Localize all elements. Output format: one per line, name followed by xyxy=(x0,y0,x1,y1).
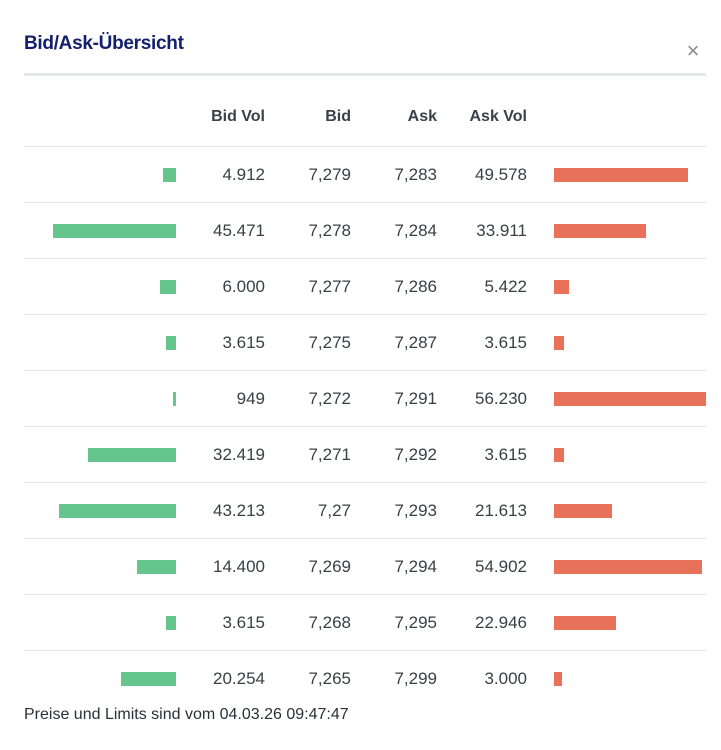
ask-volume-cell: 56.230 xyxy=(475,389,527,408)
bid-volume-bar xyxy=(53,224,176,238)
ask-volume-bar xyxy=(554,448,564,462)
dialog-title: Bid/Ask-Übersicht xyxy=(24,33,184,54)
ask-price-cell: 7,291 xyxy=(394,389,437,408)
table-header: Bid Vol Bid Ask Ask Vol xyxy=(24,91,706,147)
header-ask-vol: Ask Vol xyxy=(469,108,528,125)
bid-volume-bar xyxy=(166,336,176,350)
bid-volume-cell: 43.213 xyxy=(213,501,265,520)
ask-price-cell: 7,294 xyxy=(394,557,437,576)
bid-volume-bar xyxy=(173,392,176,406)
bid-volume-bar xyxy=(163,168,176,182)
table-body: 4.912 7,279 7,283 49.578 45.471 7,278 7,284 33.… xyxy=(24,147,706,706)
ask-volume-bar xyxy=(554,616,616,630)
ask-volume-cell: 49.578 xyxy=(475,165,527,184)
bid-price-cell: 7,269 xyxy=(308,557,351,576)
ask-price-cell: 7,292 xyxy=(394,445,437,464)
ask-volume-bar xyxy=(554,392,706,406)
ask-volume-cell: 3.000 xyxy=(484,669,527,688)
bid-volume-cell: 3.615 xyxy=(222,333,265,352)
order-book-table: Bid Vol Bid Ask Ask Vol 4.912 7,279 7,283 4… xyxy=(24,91,706,706)
bid-volume-cell: 14.400 xyxy=(213,557,265,576)
ask-price-cell: 7,287 xyxy=(394,333,437,352)
table-row: 14.400 7,269 7,294 54.902 xyxy=(24,539,706,595)
ask-volume-cell: 54.902 xyxy=(475,557,527,576)
table-row: 43.213 7,27 7,293 21.613 xyxy=(24,483,706,539)
ask-price-cell: 7,295 xyxy=(394,613,437,632)
ask-volume-cell: 5.422 xyxy=(484,277,527,296)
ask-volume-bar xyxy=(554,280,569,294)
bid-price-cell: 7,272 xyxy=(308,389,351,408)
close-icon[interactable]: × xyxy=(686,38,700,63)
table-row: 20.254 7,265 7,299 3.000 xyxy=(24,651,706,706)
bid-price-cell: 7,268 xyxy=(308,613,351,632)
ask-price-cell: 7,299 xyxy=(394,669,437,688)
bid-price-cell: 7,27 xyxy=(317,501,351,520)
bid-volume-bar xyxy=(137,560,176,574)
table-row: 4.912 7,279 7,283 49.578 xyxy=(24,147,706,203)
ask-price-cell: 7,286 xyxy=(394,277,437,296)
header-ask: Ask xyxy=(407,108,437,125)
bid-volume-cell: 45.471 xyxy=(213,221,265,240)
ask-volume-bar xyxy=(554,560,702,574)
table-row: 949 7,272 7,291 56.230 xyxy=(24,371,706,427)
ask-price-cell: 7,293 xyxy=(394,501,437,520)
ask-volume-bar xyxy=(554,224,646,238)
bid-volume-bar xyxy=(88,448,176,462)
ask-volume-bar xyxy=(554,672,562,686)
bid-volume-cell: 20.254 xyxy=(213,669,265,688)
bid-volume-bar xyxy=(166,616,176,630)
ask-price-cell: 7,284 xyxy=(394,221,437,240)
table-row: 3.615 7,275 7,287 3.615 xyxy=(24,315,706,371)
bid-price-cell: 7,271 xyxy=(308,445,351,464)
bid-volume-cell: 949 xyxy=(236,389,265,408)
bid-volume-bar xyxy=(160,280,176,294)
bid-volume-bar xyxy=(121,672,176,686)
ask-volume-bar xyxy=(554,168,688,182)
ask-volume-cell: 22.946 xyxy=(475,613,527,632)
ask-volume-cell: 21.613 xyxy=(475,501,527,520)
bid-price-cell: 7,278 xyxy=(308,221,351,240)
bid-price-cell: 7,265 xyxy=(308,669,351,688)
table-row: 6.000 7,277 7,286 5.422 xyxy=(24,259,706,315)
ask-volume-cell: 3.615 xyxy=(484,445,527,464)
timestamp-note: Preise und Limits sind vom 04.03.26 09:4… xyxy=(24,706,349,723)
bid-volume-cell: 6.000 xyxy=(222,277,265,296)
header-bid-vol: Bid Vol xyxy=(211,108,265,125)
table-row: 45.471 7,278 7,284 33.911 xyxy=(24,203,706,259)
bid-volume-bar xyxy=(59,504,176,518)
bid-price-cell: 7,275 xyxy=(308,333,351,352)
title-divider xyxy=(24,73,706,76)
ask-volume-cell: 33.911 xyxy=(476,221,527,240)
bid-volume-cell: 32.419 xyxy=(213,445,265,464)
ask-volume-bar xyxy=(554,336,564,350)
ask-volume-cell: 3.615 xyxy=(484,333,527,352)
ask-price-cell: 7,283 xyxy=(394,165,437,184)
bid-price-cell: 7,277 xyxy=(308,277,351,296)
bid-volume-cell: 3.615 xyxy=(222,613,265,632)
header-bid: Bid xyxy=(325,108,351,125)
bid-volume-cell: 4.912 xyxy=(222,165,265,184)
ask-volume-bar xyxy=(554,504,612,518)
table-row: 32.419 7,271 7,292 3.615 xyxy=(24,427,706,483)
table-row: 3.615 7,268 7,295 22.946 xyxy=(24,595,706,651)
bid-price-cell: 7,279 xyxy=(308,165,351,184)
